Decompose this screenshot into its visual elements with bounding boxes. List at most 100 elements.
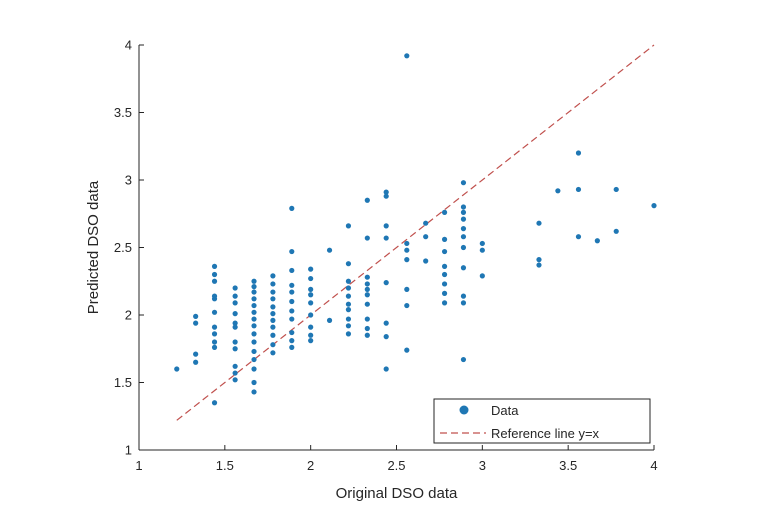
data-point [404, 247, 410, 253]
data-point [383, 366, 389, 372]
data-point [232, 320, 238, 326]
data-point [232, 311, 238, 317]
data-point [536, 257, 542, 263]
data-point [345, 331, 352, 337]
data-point [211, 309, 218, 315]
data-point [270, 350, 276, 356]
data-point [289, 205, 295, 211]
data-point [270, 332, 276, 338]
data-point [364, 325, 370, 332]
data-point [308, 292, 314, 298]
data-point [460, 265, 467, 271]
data-point [289, 282, 295, 288]
data-point [364, 274, 370, 280]
data-point [308, 286, 314, 292]
x-tick-label: 3.5 [559, 458, 577, 473]
data-point [423, 220, 429, 226]
axis-labels: Original DSO data Predicted DSO data [85, 180, 458, 502]
data-point [251, 389, 257, 395]
data-point [251, 331, 257, 337]
data-point [211, 331, 218, 337]
data-point [308, 275, 314, 282]
data-point [364, 301, 370, 307]
data-point [404, 302, 410, 309]
data-point [441, 271, 448, 278]
data-point [232, 339, 238, 345]
data-point [232, 363, 238, 369]
data-point [479, 247, 485, 253]
data-point [345, 323, 352, 329]
legend-box [433, 398, 651, 444]
data-point [460, 300, 467, 306]
x-tick-label: 2.5 [387, 458, 405, 473]
data-point [460, 293, 467, 299]
y-tick-label: 2 [125, 308, 132, 323]
data-point [404, 347, 410, 353]
data-point [441, 281, 448, 287]
data-point [232, 293, 238, 299]
data-point [232, 370, 238, 376]
data-point [232, 324, 238, 330]
data-point [345, 301, 352, 307]
reference-line-layer [176, 44, 655, 421]
y-tick-label: 2.5 [114, 240, 132, 255]
data-point [555, 188, 561, 194]
data-point [479, 240, 485, 247]
data-point [404, 240, 410, 247]
data-point [404, 257, 410, 263]
data-point [383, 334, 389, 340]
y-tick-label: 3.5 [114, 105, 132, 120]
data-point [364, 286, 370, 292]
data-point [536, 262, 542, 268]
data-point [289, 248, 295, 255]
data-point [364, 332, 370, 338]
data-point [326, 247, 333, 253]
data-points-layer [174, 53, 657, 406]
data-point [364, 235, 370, 241]
data-point [383, 235, 389, 241]
data-point [232, 346, 238, 352]
data-point [211, 344, 218, 350]
data-point [289, 298, 295, 305]
data-point [289, 338, 295, 344]
data-point [364, 281, 370, 287]
data-point [383, 189, 389, 195]
x-axis-label: Original DSO data [336, 485, 458, 502]
data-point [251, 302, 257, 309]
data-point [211, 339, 218, 345]
data-point [383, 223, 389, 229]
data-point [270, 281, 276, 287]
data-point [251, 278, 257, 284]
data-point [211, 324, 218, 330]
data-point [441, 290, 448, 296]
axes: 1 1.5 2 2.5 3 3.5 4 1 1.5 2 2.5 3 3.5 4 [114, 38, 658, 474]
data-point [613, 228, 619, 234]
data-point [270, 342, 276, 348]
data-point [383, 280, 389, 286]
data-point [251, 296, 257, 302]
data-point [251, 366, 257, 372]
data-point [289, 308, 295, 314]
data-point [193, 313, 199, 319]
data-point [326, 317, 333, 323]
x-tick-label: 1.5 [216, 458, 234, 473]
data-point [270, 296, 276, 302]
data-point [232, 285, 238, 291]
data-point [460, 216, 467, 222]
data-point [251, 289, 257, 295]
data-point [364, 316, 370, 322]
data-point [441, 248, 448, 255]
y-tick-label: 4 [125, 38, 132, 53]
data-point [193, 320, 199, 326]
data-point [308, 324, 314, 330]
data-point [345, 316, 352, 322]
reference-line [176, 44, 655, 421]
data-point [460, 356, 467, 363]
data-point [232, 377, 238, 383]
x-tick-label: 1 [135, 458, 142, 473]
data-point [289, 316, 295, 322]
legend-label-reference: Reference line y=x [491, 426, 600, 441]
data-point [345, 278, 352, 284]
data-point [174, 366, 180, 372]
